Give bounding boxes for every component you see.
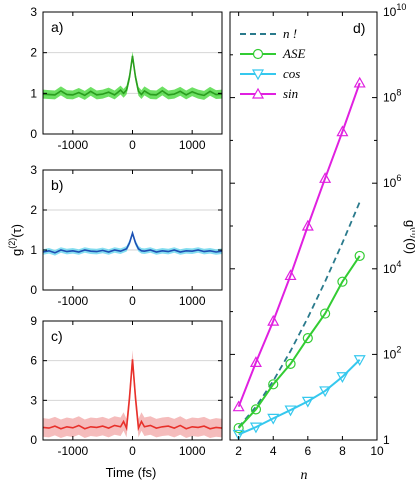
y-tick-label: 2 [30,203,37,217]
data-point [354,250,365,262]
series-line [237,255,361,429]
y-tick-label: 0 [30,283,37,297]
panel-c: 0 3 6 9 -1000 0 1000 c) [30,314,223,458]
left-y-axis-title: g(2)(τ) [7,224,24,256]
data-point [336,372,349,384]
panel-label: b) [51,177,63,193]
x-tick-label: 1000 [179,444,206,458]
panel-a: 0 1 2 3 -1000 0 1000 a) [30,5,223,152]
data-point [267,314,280,326]
panel-d: 2 4 6 8 101 102 104 106 108 1010 d) n ! ASE cos sin [229,2,406,458]
data-point [353,355,366,366]
data-point [267,413,280,425]
y-tick-label: 3 [30,393,37,407]
x-tick-label: -1000 [57,444,88,458]
data-point [302,333,313,344]
data-point [284,405,297,417]
right-y-axis-title: g(n)(0) [403,220,415,254]
panel-label: a) [51,19,63,35]
series-line [42,230,223,254]
y-tick-label: 102 [383,344,401,361]
x-tick-label: 0 [129,138,136,152]
legend-marker [251,69,265,81]
data-point [232,429,245,441]
legend-label: n ! [283,26,297,41]
x-tick-label: -1000 [57,294,88,308]
bottom-left-x-axis-title: Time (fs) [106,465,157,480]
y-tick-label: 1 [30,86,37,100]
data-point [250,404,262,415]
legend-label: sin [283,86,298,101]
x-tick-label: 1000 [179,138,206,152]
x-tick-label: 8 [339,444,346,458]
data-point [284,269,297,281]
series-line [238,359,361,436]
y-tick-label: 104 [383,259,401,276]
legend-marker [252,48,264,60]
data-point [353,76,366,88]
y-tick-label: 3 [30,5,37,19]
x-tick-label: 1000 [179,294,206,308]
legend-label: cos [283,66,300,81]
confidence-band [43,230,222,256]
y-tick-label: 108 [383,88,401,105]
plot-frame [42,11,223,135]
x-tick-label: 10 [370,444,384,458]
panel-label: c) [51,328,63,344]
y-tick-label: 6 [30,354,37,368]
y-tick-label: 106 [383,173,401,190]
data-point [233,422,244,434]
right-x-axis-title: n [301,468,308,483]
series-line [237,201,361,428]
y-tick-label: 0 [30,127,37,141]
data-point [249,422,262,434]
x-tick-label: 0 [129,294,136,308]
data-point [336,125,349,137]
y-tick-label: 0 [30,433,37,447]
series-line [42,55,223,97]
legend-label: ASE [282,46,305,61]
data-point [301,396,314,408]
x-tick-label: -1000 [57,138,88,152]
y-tick-label: 1010 [383,2,406,19]
panel-label: d) [353,20,365,36]
data-point [285,358,296,369]
data-point [232,400,245,412]
data-point [268,379,279,390]
panel-b: 0 1 2 3 -1000 0 1000 b) [30,163,223,308]
series-line [42,359,223,432]
x-tick-label: 4 [270,444,277,458]
data-point [249,356,262,368]
x-tick-label: 6 [304,444,311,458]
legend-marker [251,87,265,99]
y-tick-label: 3 [30,163,37,177]
data-point [319,386,332,398]
y-tick-label: 1 [30,243,37,257]
y-tick-label: 9 [30,314,37,328]
x-tick-label: 0 [129,444,136,458]
y-tick-label: 2 [30,46,37,60]
y-tick-label: 1 [383,433,390,447]
data-point [337,276,348,287]
data-point [301,219,314,231]
series-line [237,82,361,408]
plot-frame [229,11,378,441]
data-point [320,308,331,319]
plot-frame [42,169,223,291]
data-point [319,172,332,183]
x-tick-label: 2 [235,444,242,458]
